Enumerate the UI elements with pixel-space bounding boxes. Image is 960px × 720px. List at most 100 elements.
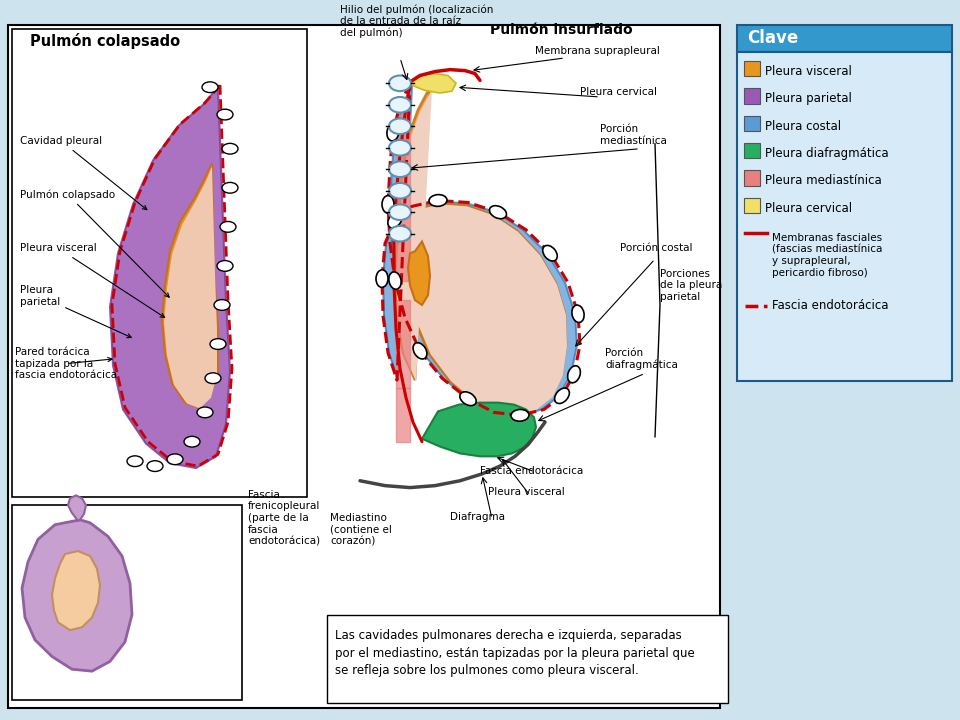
Ellipse shape	[147, 461, 163, 472]
Text: pastol racimos endotorácica: pastol racimos endotorácica	[430, 156, 549, 166]
FancyBboxPatch shape	[744, 88, 760, 104]
FancyBboxPatch shape	[744, 197, 760, 213]
Text: Pleura mediastínica: Pleura mediastínica	[765, 174, 881, 187]
FancyBboxPatch shape	[12, 505, 242, 701]
Text: Pulmón colapsado: Pulmón colapsado	[20, 189, 169, 297]
Ellipse shape	[167, 454, 183, 464]
Ellipse shape	[220, 222, 236, 233]
Text: Pleura cervical: Pleura cervical	[580, 87, 657, 97]
Ellipse shape	[460, 392, 476, 405]
Ellipse shape	[511, 410, 529, 421]
Ellipse shape	[197, 407, 213, 418]
Text: Pleura costal: Pleura costal	[765, 120, 841, 132]
Text: Cavidad pleural: Cavidad pleural	[20, 136, 147, 210]
Ellipse shape	[490, 206, 507, 219]
Text: pulmones mediastino costal: pulmones mediastino costal	[35, 312, 153, 322]
Text: Pulmón insurflado: Pulmón insurflado	[490, 24, 633, 37]
Polygon shape	[110, 87, 230, 468]
Text: Pleura diafragmática: Pleura diafragmática	[765, 147, 889, 160]
Text: pastol fascia racimos endotorácica: pastol fascia racimos endotorácica	[250, 284, 407, 292]
Text: Porción
diafragmática: Porción diafragmática	[605, 348, 678, 371]
Ellipse shape	[222, 182, 238, 193]
Text: diafragma mediastino pleural costal: diafragma mediastino pleural costal	[250, 225, 401, 234]
FancyBboxPatch shape	[737, 52, 952, 381]
Ellipse shape	[389, 161, 411, 177]
Ellipse shape	[389, 183, 411, 199]
Ellipse shape	[210, 338, 226, 349]
Text: Fascia endotorácica: Fascia endotorácica	[480, 466, 584, 476]
Text: Pleura visceral: Pleura visceral	[20, 243, 164, 318]
Polygon shape	[162, 163, 218, 408]
Text: Pleura cervical: Pleura cervical	[765, 202, 852, 215]
Text: Porciones
de la pleura
parietal: Porciones de la pleura parietal	[660, 269, 722, 302]
Text: Mediastino
(contiene el
corazón): Mediastino (contiene el corazón)	[330, 513, 392, 546]
Text: Pared torácica
tapizada por la
fascia endotorácica: Pared torácica tapizada por la fascia en…	[15, 347, 117, 380]
Ellipse shape	[542, 246, 557, 261]
Text: diafragma pastol racimos: diafragma pastol racimos	[430, 361, 545, 371]
Ellipse shape	[222, 143, 238, 154]
Ellipse shape	[389, 97, 411, 112]
Text: Diafragma: Diafragma	[450, 512, 505, 522]
FancyBboxPatch shape	[8, 24, 720, 708]
Polygon shape	[68, 495, 86, 521]
Ellipse shape	[217, 109, 233, 120]
Text: Rocio costado pleura: Rocio costado pleura	[430, 225, 525, 234]
Ellipse shape	[389, 272, 401, 289]
Text: pleura fascia torácica visceral: pleura fascia torácica visceral	[35, 137, 170, 146]
Text: colapsado parietal cavidad: colapsado parietal cavidad	[35, 204, 167, 215]
Ellipse shape	[214, 300, 230, 310]
Text: Hilio del pulmón (localización
de la entrada de la raíz
del pulmón): Hilio del pulmón (localización de la ent…	[340, 4, 493, 38]
Text: diafragma pastol racimos: diafragma pastol racimos	[35, 361, 150, 371]
Text: por el mediastino, están tapizadas por la pleura parietal que: por el mediastino, están tapizadas por l…	[335, 647, 695, 660]
Text: insuflo colapsado pulmones: insuflo colapsado pulmones	[35, 107, 171, 117]
Ellipse shape	[184, 436, 200, 447]
Ellipse shape	[389, 76, 411, 91]
Ellipse shape	[413, 343, 427, 359]
FancyBboxPatch shape	[744, 170, 760, 186]
Polygon shape	[408, 73, 456, 93]
Polygon shape	[408, 241, 430, 305]
FancyBboxPatch shape	[737, 24, 952, 52]
Text: Fascia
frenicopleural
(parte de la
fascia
endotorácica): Fascia frenicopleural (parte de la fasci…	[248, 490, 321, 546]
Text: Pleura parietal: Pleura parietal	[765, 92, 852, 105]
Polygon shape	[395, 87, 566, 414]
Polygon shape	[422, 402, 536, 456]
Polygon shape	[396, 89, 567, 415]
Ellipse shape	[389, 119, 411, 134]
Text: Membranas fasciales
(fascias mediastínica
y suprapleural,
pericardio fibroso): Membranas fasciales (fascias mediastínic…	[772, 233, 882, 277]
Text: Porción costal: Porción costal	[620, 243, 692, 253]
Ellipse shape	[388, 212, 402, 228]
Text: torácica fascia endotorácica: torácica fascia endotorácica	[35, 410, 154, 419]
FancyBboxPatch shape	[744, 61, 760, 76]
Ellipse shape	[567, 366, 581, 383]
Ellipse shape	[389, 204, 411, 220]
Polygon shape	[164, 166, 217, 408]
FancyBboxPatch shape	[327, 615, 728, 703]
Ellipse shape	[202, 82, 218, 93]
Text: fascia endotorácica pleural: fascia endotorácica pleural	[35, 264, 157, 273]
Text: mediastino diafragma pastol: mediastino diafragma pastol	[35, 166, 156, 175]
Text: Membrana suprapleural: Membrana suprapleural	[535, 46, 660, 56]
Ellipse shape	[429, 194, 447, 207]
Text: torácica fascia endotorácica: torácica fascia endotorácica	[250, 400, 377, 410]
Text: Clave: Clave	[747, 30, 799, 48]
Text: Porción
mediastínica: Porción mediastínica	[600, 125, 667, 146]
Ellipse shape	[376, 270, 388, 287]
Ellipse shape	[387, 123, 399, 141]
Text: Pulmón colapsado: Pulmón colapsado	[30, 33, 180, 49]
Text: Pleura visceral: Pleura visceral	[488, 487, 564, 498]
Ellipse shape	[382, 196, 394, 213]
Text: Pleura visceral: Pleura visceral	[765, 65, 852, 78]
Ellipse shape	[205, 373, 221, 384]
Text: pulmones colapsado mediastino: pulmones colapsado mediastino	[250, 342, 385, 351]
Text: Fascia endotorácica: Fascia endotorácica	[772, 300, 889, 312]
Polygon shape	[52, 551, 100, 630]
FancyBboxPatch shape	[744, 143, 760, 158]
Ellipse shape	[389, 140, 411, 156]
Text: se refleja sobre los pulmones como pleura visceral.: se refleja sobre los pulmones como pleur…	[335, 664, 638, 677]
Text: mediastino fascia colapsado: mediastino fascia colapsado	[430, 293, 549, 302]
Ellipse shape	[555, 388, 569, 403]
Text: Pleura
parietal: Pleura parietal	[20, 285, 132, 338]
Text: Las cavidades pulmonares derecha e izquierda, separadas: Las cavidades pulmonares derecha e izqui…	[335, 629, 682, 642]
Polygon shape	[383, 85, 577, 415]
